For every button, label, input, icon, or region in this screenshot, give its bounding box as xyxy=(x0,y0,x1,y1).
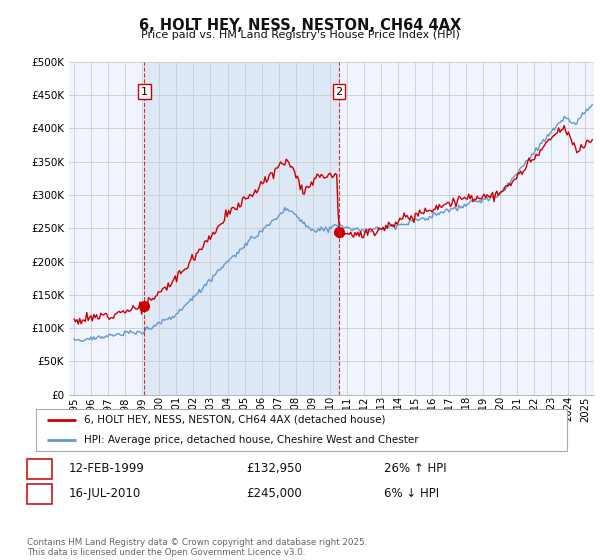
Text: 2: 2 xyxy=(36,487,43,501)
Text: 26% ↑ HPI: 26% ↑ HPI xyxy=(384,462,446,475)
Text: 6, HOLT HEY, NESS, NESTON, CH64 4AX (detached house): 6, HOLT HEY, NESS, NESTON, CH64 4AX (det… xyxy=(84,415,385,424)
Text: Price paid vs. HM Land Registry's House Price Index (HPI): Price paid vs. HM Land Registry's House … xyxy=(140,30,460,40)
Text: 12-FEB-1999: 12-FEB-1999 xyxy=(69,462,145,475)
Text: HPI: Average price, detached house, Cheshire West and Chester: HPI: Average price, detached house, Ches… xyxy=(84,435,418,445)
Text: 6, HOLT HEY, NESS, NESTON, CH64 4AX: 6, HOLT HEY, NESS, NESTON, CH64 4AX xyxy=(139,18,461,34)
Text: 1: 1 xyxy=(141,87,148,96)
Text: 16-JUL-2010: 16-JUL-2010 xyxy=(69,487,141,501)
Text: £245,000: £245,000 xyxy=(246,487,302,501)
Text: £132,950: £132,950 xyxy=(246,462,302,475)
Text: 2: 2 xyxy=(335,87,343,96)
Text: 6% ↓ HPI: 6% ↓ HPI xyxy=(384,487,439,501)
Text: Contains HM Land Registry data © Crown copyright and database right 2025.
This d: Contains HM Land Registry data © Crown c… xyxy=(27,538,367,557)
Bar xyxy=(145,62,339,395)
Text: 1: 1 xyxy=(36,462,43,475)
